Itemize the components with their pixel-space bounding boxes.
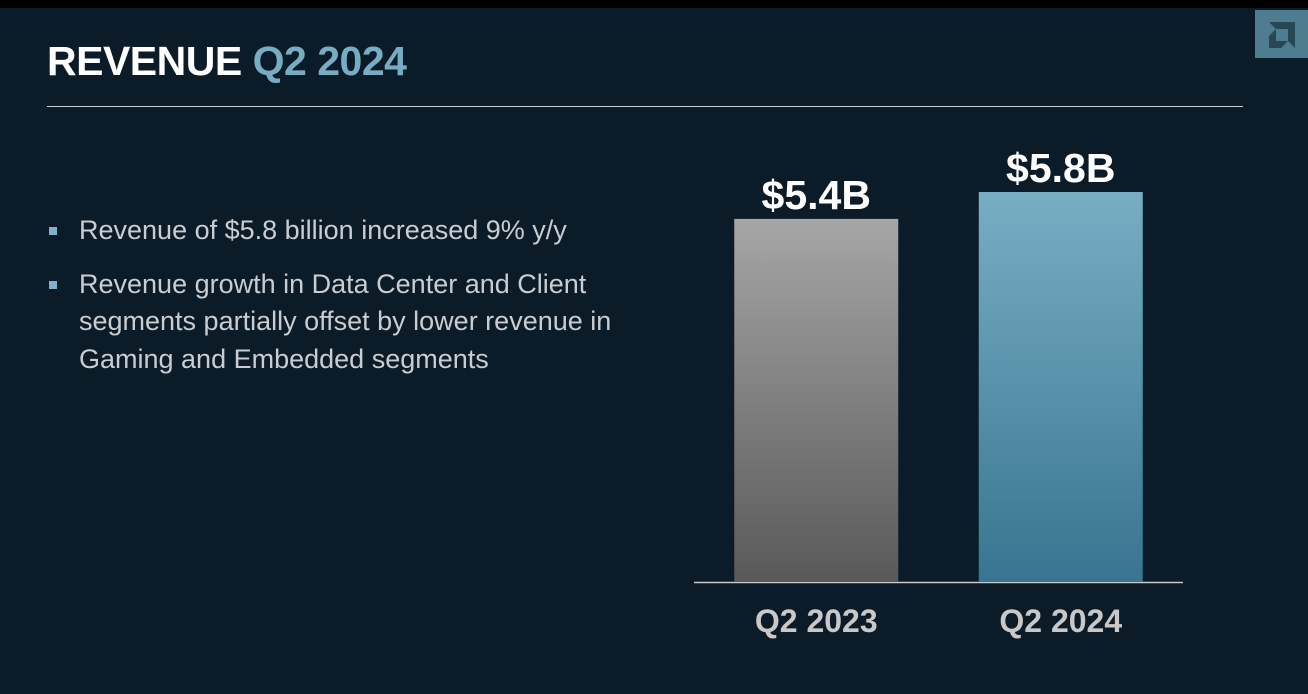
bar <box>734 218 899 582</box>
title-highlight: Q2 2024 <box>252 38 407 84</box>
top-bar <box>0 0 1308 8</box>
x-tick-label: Q2 2023 <box>755 603 878 639</box>
value-label: $5.8B <box>1006 145 1115 191</box>
value-label: $5.4B <box>762 172 871 218</box>
title-rule <box>47 106 1243 107</box>
bullet-list: Revenue of $5.8 billion increased 9% y/y… <box>47 212 647 394</box>
bar <box>978 192 1143 582</box>
title-main: REVENUE <box>47 38 242 84</box>
bullet: Revenue of $5.8 billion increased 9% y/y <box>47 212 647 250</box>
logo <box>1255 10 1308 58</box>
x-tick-label: Q2 2024 <box>999 603 1122 639</box>
bullet: Revenue growth in Data Center and Client… <box>47 266 647 379</box>
slide-title: REVENUE Q2 2024 <box>47 38 407 85</box>
logo-icon <box>1269 22 1295 48</box>
